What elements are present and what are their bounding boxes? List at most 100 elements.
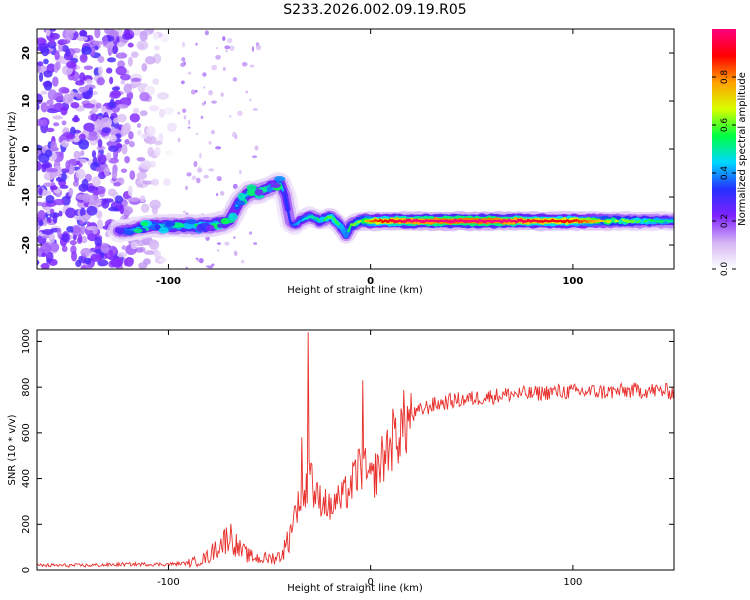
heatmap-ridge-segment — [517, 218, 522, 223]
heatmap-ridge-segment — [636, 219, 641, 224]
heatmap-noise-blob — [91, 150, 97, 158]
heatmap-noise-blob — [54, 50, 60, 61]
heatmap-noise-blob — [136, 157, 146, 162]
heatmap-noise-blob — [225, 49, 229, 53]
y-tick-label: 20 — [21, 46, 32, 60]
heatmap-noise-blob — [92, 40, 104, 45]
heatmap-noise-blob — [110, 127, 117, 137]
heatmap-noise-blob — [38, 220, 44, 227]
heatmap-y-axis: -20 -10 0 10 20 — [21, 46, 674, 254]
heatmap-ridge-segment — [660, 219, 665, 224]
heatmap-noise-blob — [195, 257, 199, 260]
heatmap-noise-blob — [196, 177, 201, 184]
heatmap-ridge-segment — [631, 219, 636, 224]
heatmap-noise-blob — [60, 106, 68, 116]
colorbar-tick-label: 0.4 — [720, 166, 730, 181]
heatmap-noise-blob — [40, 102, 48, 113]
heatmap-noise-blob — [100, 243, 110, 254]
heatmap-noise-blob — [148, 105, 160, 112]
heatmap-ridge-segment — [446, 219, 452, 223]
heatmap-noise-blob — [62, 93, 74, 105]
heatmap-noise-blob — [48, 47, 54, 52]
heatmap-noise-blob — [128, 140, 135, 148]
heatmap-noise-blob — [96, 77, 105, 86]
heatmap-noise-blob — [55, 176, 63, 182]
heatmap-ridge-segment — [347, 224, 352, 233]
heatmap-noise-blob — [203, 100, 207, 105]
heatmap-noise-blob — [215, 47, 219, 50]
heatmap-noise-blob — [205, 265, 211, 268]
heatmap-noise-blob — [139, 110, 148, 117]
heatmap-noise-blob — [75, 259, 82, 268]
heatmap-noise-blob — [190, 89, 196, 95]
heatmap-noise-blob — [141, 63, 148, 72]
heatmap-ridge-blob — [154, 224, 161, 231]
heatmap-ridge-segment — [575, 218, 581, 223]
heatmap-ridge-layer — [106, 171, 674, 244]
heatmap-noise-blob — [194, 89, 198, 93]
heatmap-noise-blob — [43, 163, 50, 169]
heatmap-noise-blob — [152, 31, 159, 41]
heatmap-noise-blob — [138, 44, 145, 49]
heatmap-ridge-segment — [565, 219, 571, 223]
heatmap-noise-blob — [37, 118, 44, 127]
heatmap-noise-blob — [45, 251, 54, 263]
heatmap-noise-blob — [90, 113, 98, 122]
heatmap-noise-blob — [52, 115, 64, 120]
y-tick-label: 10 — [21, 94, 32, 108]
heatmap-noise-blob — [129, 170, 136, 180]
heatmap-noise-blob — [61, 171, 67, 182]
heatmap-noise-blob — [115, 66, 127, 76]
heatmap-noise-blob — [208, 141, 212, 145]
heatmap-noise-blob — [177, 111, 181, 115]
heatmap-noise-blob — [52, 76, 59, 87]
heatmap-noise-blob — [166, 122, 177, 133]
heatmap-noise-blob — [59, 184, 69, 189]
heatmap-noise-blob — [115, 52, 128, 59]
heatmap-noise-blob — [37, 43, 50, 49]
heatmap-noise-blob — [117, 60, 126, 69]
heatmap-noise-blob — [66, 61, 77, 69]
heatmap-noise-blob — [148, 239, 160, 250]
heatmap-noise-blob — [79, 72, 86, 83]
heatmap-noise-layer — [37, 29, 262, 269]
heatmap-noise-blob — [81, 45, 92, 56]
heatmap-noise-blob — [187, 71, 192, 75]
heatmap-noise-blob — [96, 218, 104, 230]
heatmap-noise-blob — [121, 245, 127, 251]
heatmap-noise-blob — [216, 193, 219, 197]
heatmap-ridge-segment — [315, 217, 321, 222]
heatmap-noise-blob — [232, 183, 238, 189]
heatmap-noise-blob — [134, 29, 141, 37]
heatmap-noise-blob — [158, 132, 164, 143]
heatmap-noise-blob — [88, 194, 100, 205]
heatmap-noise-blob — [124, 155, 131, 164]
heatmap-noise-blob — [193, 161, 198, 167]
heatmap-noise-blob — [139, 91, 150, 102]
heatmap-noise-blob — [120, 168, 128, 173]
heatmap-noise-blob — [108, 145, 119, 152]
heatmap-noise-blob — [107, 101, 117, 109]
y-tick-label: 1000 — [21, 329, 32, 354]
heatmap-noise-blob — [69, 240, 77, 246]
heatmap-noise-blob — [46, 168, 59, 173]
snr-x-axis: -100 0 100 — [157, 330, 582, 588]
heatmap-noise-blob — [65, 160, 71, 171]
heatmap-noise-blob — [153, 140, 163, 146]
heatmap-noise-blob — [253, 242, 258, 245]
heatmap-noise-blob — [116, 252, 128, 258]
x-tick-label: -100 — [156, 276, 181, 287]
heatmap-noise-blob — [46, 99, 54, 105]
heatmap-noise-blob — [75, 194, 88, 201]
heatmap-noise-blob — [92, 189, 100, 196]
heatmap-ridge-blob — [206, 224, 215, 231]
colorbar-tick-label: 0.2 — [720, 214, 730, 228]
heatmap-noise-blob — [106, 67, 113, 74]
heatmap-noise-blob — [127, 56, 133, 67]
heatmap-noise-blob — [215, 146, 222, 150]
heatmap-noise-blob — [199, 152, 202, 159]
heatmap-noise-blob — [50, 141, 58, 151]
snr-series-line — [37, 332, 674, 569]
heatmap-noise-blob — [117, 104, 129, 109]
heatmap-noise-blob — [203, 86, 206, 89]
